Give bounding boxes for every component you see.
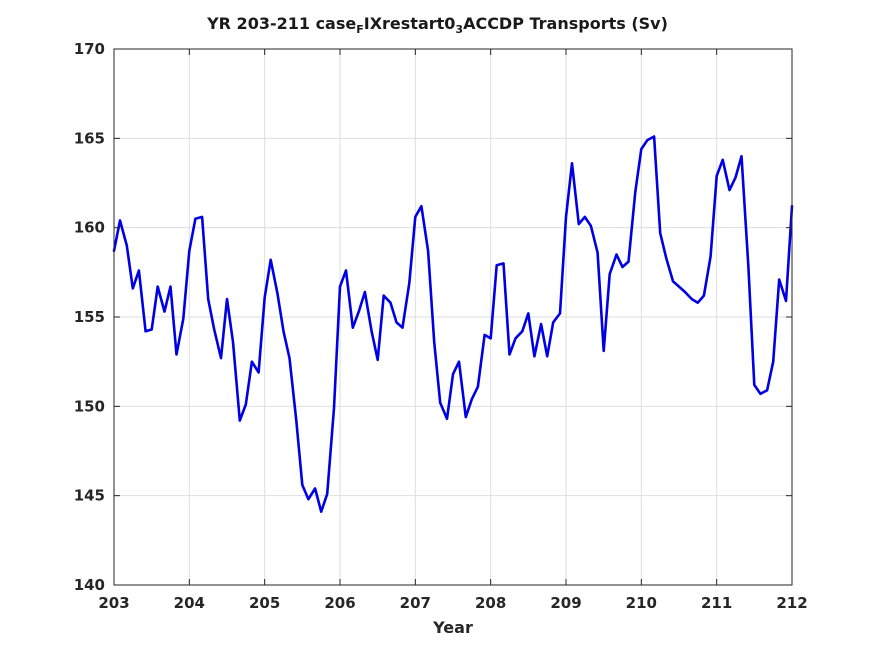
series-layer bbox=[112, 135, 794, 514]
x-tick-label: 208 bbox=[475, 594, 506, 612]
x-tick-label: 212 bbox=[776, 594, 807, 612]
x-tick-label: 203 bbox=[98, 594, 129, 612]
y-tick-label: 140 bbox=[74, 576, 105, 594]
chart-title: YR 203-211 caseFIXrestart03ACCDP Transpo… bbox=[207, 14, 668, 37]
y-tick-label: 155 bbox=[74, 308, 105, 326]
x-tick-label: 205 bbox=[249, 594, 280, 612]
y-tick-label: 150 bbox=[74, 397, 105, 415]
y-tick-label: 170 bbox=[74, 40, 105, 58]
grid-lines bbox=[114, 49, 792, 585]
x-tick-label: 206 bbox=[324, 594, 355, 612]
x-tick-label: 204 bbox=[174, 594, 205, 612]
x-axis-label: Year bbox=[432, 618, 473, 637]
y-tick-label: 165 bbox=[74, 129, 105, 147]
x-tick-labels: 203 204 205 206 207 208 209 210 211 212 bbox=[98, 594, 807, 612]
x-tick-label: 207 bbox=[400, 594, 431, 612]
x-tick-label: 209 bbox=[550, 594, 581, 612]
y-tick-labels: 140 145 150 155 160 165 170 bbox=[74, 40, 105, 594]
tick-marks bbox=[113, 48, 793, 586]
series-line bbox=[112, 135, 794, 514]
x-tick-label: 211 bbox=[701, 594, 732, 612]
x-tick-label: 210 bbox=[626, 594, 657, 612]
y-tick-label: 145 bbox=[74, 487, 105, 505]
y-tick-label: 160 bbox=[74, 219, 105, 237]
